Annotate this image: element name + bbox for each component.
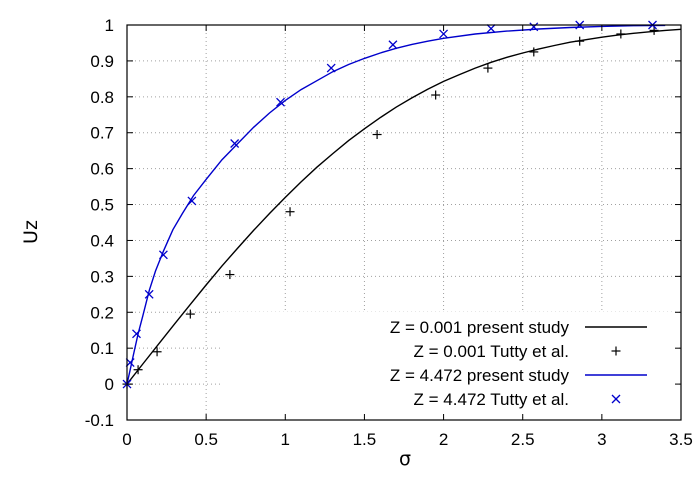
cross-b: [529, 22, 539, 32]
x-tick-label: 2.5: [511, 430, 535, 449]
y-tick-label: 0.3: [90, 267, 114, 286]
cross-b: [611, 394, 621, 404]
legend-x-sample: [611, 394, 621, 404]
x-tick-label: 1.5: [353, 430, 377, 449]
data-point-plus: [483, 63, 493, 73]
legend-background: [220, 312, 678, 416]
data-point-plus: [575, 36, 585, 46]
cross-b: [144, 289, 154, 299]
cross-b: [326, 63, 336, 73]
data-point-x: [158, 250, 168, 260]
data-point-x: [144, 289, 154, 299]
y-tick-label: -0.1: [85, 411, 114, 430]
cross-b: [230, 139, 240, 148]
series-line: [126, 28, 682, 385]
legend-label: Z = 0.001 Tutty et al.: [414, 342, 569, 361]
legend-entry-3: Z = 4.472 present study: [390, 366, 647, 385]
legend-box: [220, 312, 678, 416]
data-point-x: [187, 196, 197, 206]
series-3: [126, 24, 666, 385]
y-tick-label: 0.9: [90, 52, 114, 71]
legend: Z = 0.001 present study Z = 0.001 Tutty e…: [390, 318, 647, 409]
x-tick-label: 2: [439, 430, 448, 449]
x-axis-label: σ: [399, 448, 411, 470]
cross-b: [276, 97, 285, 107]
series-1: [126, 28, 682, 385]
data-point-x: [326, 63, 336, 73]
legend-label: Z = 4.472 present study: [390, 366, 570, 385]
data-point-plus: [225, 270, 235, 280]
data-point-x: [439, 29, 449, 39]
y-tick-label: 0.6: [90, 160, 114, 179]
plot-frame: [126, 24, 682, 421]
data-point-x: [529, 22, 539, 32]
y-tick-label: 0.4: [90, 231, 114, 250]
data-point-plus: [431, 90, 441, 100]
cross-b: [187, 196, 197, 206]
data-point-plus: [616, 29, 626, 39]
data-point-plus: [529, 47, 539, 57]
y-tick-label: 0.5: [90, 196, 114, 215]
data-point-x: [388, 40, 398, 50]
cross-b: [158, 250, 168, 260]
legend-entry-1: Z = 0.001 present study: [390, 318, 647, 337]
y-tick-label: 1: [105, 16, 114, 35]
x-tick-label: 0.5: [194, 430, 218, 449]
legend-entry-2: Z = 0.001 Tutty et al.: [414, 342, 621, 361]
cross-b: [486, 24, 496, 34]
y-tick-label: 0.8: [90, 88, 114, 107]
x-tick-label: 3: [597, 430, 606, 449]
y-tick-label: 0.2: [90, 303, 114, 322]
data-point-plus: [285, 207, 295, 217]
x-tick-label: 0: [122, 430, 131, 449]
x-tick-label: 3.5: [669, 430, 693, 449]
legend-label: Z = 4.472 Tutty et al.: [414, 390, 569, 409]
data-point-x: [132, 329, 141, 339]
legend-entry-4: Z = 4.472 Tutty et al.: [414, 390, 621, 409]
data-point-x: [230, 139, 240, 148]
x-tick-label: 1: [281, 430, 290, 449]
y-axis-label: Uz: [20, 220, 42, 244]
axes: 0 0.5 1 1.5 2 2.5 3 3.5 -0.1 0 0.1 0.2 0.3 0.4 0.5 0.6 0…: [85, 16, 693, 449]
cross-b: [132, 329, 141, 339]
data-point-plus: [185, 309, 195, 319]
cross-b: [388, 40, 398, 50]
data-point-x: [276, 97, 285, 107]
y-tick-label: 0.1: [90, 339, 114, 358]
data-point-x: [486, 24, 496, 34]
y-tick-label: 0.7: [90, 124, 114, 143]
data-point-plus: [133, 365, 143, 375]
y-tick-label: 0: [105, 375, 114, 394]
legend-plus-sample: [611, 346, 621, 356]
cross-b: [439, 29, 449, 39]
legend-label: Z = 0.001 present study: [390, 318, 570, 337]
data-point-plus: [152, 347, 162, 357]
series-line: [126, 24, 666, 385]
data-point-plus: [372, 130, 382, 140]
